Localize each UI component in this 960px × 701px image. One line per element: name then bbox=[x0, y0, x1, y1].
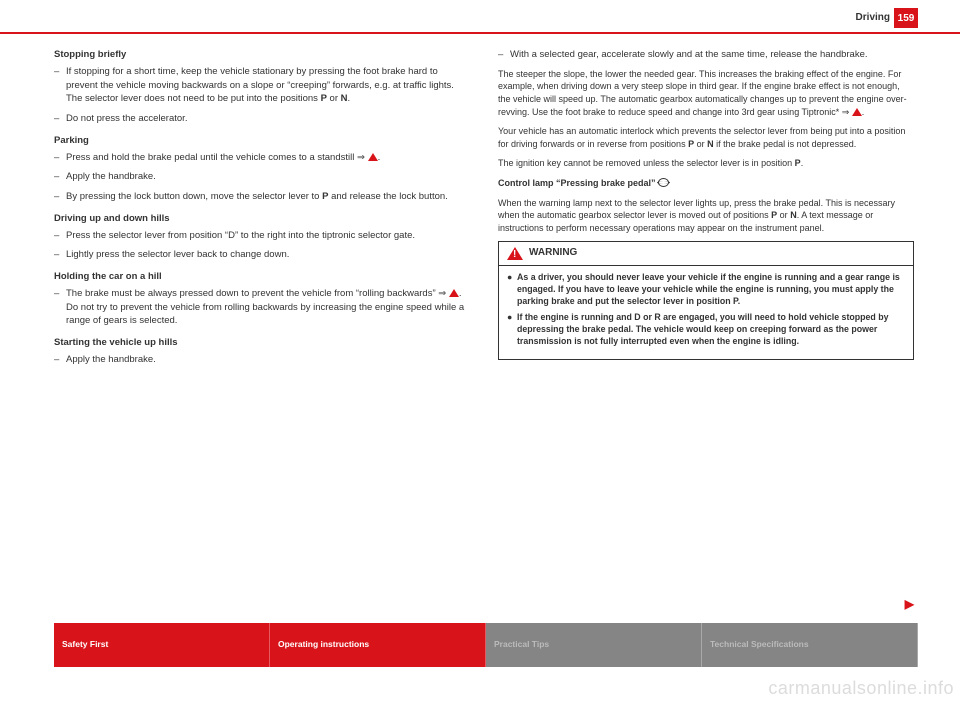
continue-arrow-icon: ▶ bbox=[905, 597, 914, 611]
dash-marker: – bbox=[54, 353, 66, 367]
paragraph: The steeper the slope, the lower the nee… bbox=[498, 68, 914, 118]
warning-title: WARNING bbox=[529, 246, 577, 261]
dash-marker: – bbox=[54, 112, 66, 126]
list-text: Apply the handbrake. bbox=[66, 353, 470, 367]
list-text: Do not press the accelerator. bbox=[66, 112, 470, 126]
paragraph: Your vehicle has an automatic interlock … bbox=[498, 125, 914, 150]
list-item: –Do not press the accelerator. bbox=[54, 112, 470, 126]
section-title: Driving bbox=[856, 12, 890, 23]
dash-marker: – bbox=[54, 229, 66, 243]
dash-marker: – bbox=[54, 170, 66, 184]
warning-triangle-icon bbox=[852, 108, 862, 116]
tab-safety[interactable]: Safety First bbox=[54, 623, 270, 667]
list-item: –If stopping for a short time, keep the … bbox=[54, 65, 470, 106]
right-column: –With a selected gear, accelerate slowly… bbox=[498, 48, 914, 616]
list-text: By pressing the lock button down, move t… bbox=[66, 190, 470, 204]
warning-triangle-icon bbox=[449, 289, 459, 297]
heading-holding: Holding the car on a hill bbox=[54, 270, 470, 284]
list-item: –With a selected gear, accelerate slowly… bbox=[498, 48, 914, 62]
list-item: –Press and hold the brake pedal until th… bbox=[54, 151, 470, 165]
dash-marker: – bbox=[54, 65, 66, 106]
list-text: Apply the handbrake. bbox=[66, 170, 470, 184]
list-item: –Apply the handbrake. bbox=[54, 170, 470, 184]
list-text: With a selected gear, accelerate slowly … bbox=[510, 48, 914, 62]
warning-header: WARNING bbox=[499, 242, 913, 266]
tab-practical[interactable]: Practical Tips bbox=[486, 623, 702, 667]
warning-bullet: ●If the engine is running and D or R are… bbox=[507, 312, 905, 348]
paragraph: When the warning lamp next to the select… bbox=[498, 197, 914, 235]
footer-tabs: Safety First Operating instructions Prac… bbox=[54, 623, 918, 667]
heading-starting: Starting the vehicle up hills bbox=[54, 336, 470, 350]
page-header: Driving 159 bbox=[0, 0, 960, 34]
warning-text: If the engine is running and D or R are … bbox=[517, 312, 905, 348]
list-text: Press and hold the brake pedal until the… bbox=[66, 151, 470, 165]
page-number: 159 bbox=[894, 8, 918, 28]
tab-technical[interactable]: Technical Specifications bbox=[702, 623, 918, 667]
warning-triangle-icon bbox=[507, 247, 523, 260]
heading-hills: Driving up and down hills bbox=[54, 212, 470, 226]
list-text: Press the selector lever from position “… bbox=[66, 229, 470, 243]
bullet-marker: ● bbox=[507, 312, 517, 348]
paragraph: The ignition key cannot be removed unles… bbox=[498, 157, 914, 170]
list-item: –Apply the handbrake. bbox=[54, 353, 470, 367]
bullet-marker: ● bbox=[507, 272, 517, 308]
dash-marker: – bbox=[498, 48, 510, 62]
list-text: If stopping for a short time, keep the v… bbox=[66, 65, 470, 106]
warning-box: WARNING ●As a driver, you should never l… bbox=[498, 241, 914, 360]
warning-triangle-icon bbox=[368, 153, 378, 161]
list-text: Lightly press the selector lever back to… bbox=[66, 248, 470, 262]
brake-pedal-icon bbox=[658, 178, 669, 187]
warning-body: ●As a driver, you should never leave you… bbox=[499, 266, 913, 359]
list-text: The brake must be always pressed down to… bbox=[66, 287, 470, 328]
list-item: –By pressing the lock button down, move … bbox=[54, 190, 470, 204]
heading-stopping: Stopping briefly bbox=[54, 48, 470, 62]
content-area: Stopping briefly –If stopping for a shor… bbox=[0, 34, 960, 616]
list-item: –Lightly press the selector lever back t… bbox=[54, 248, 470, 262]
dash-marker: – bbox=[54, 151, 66, 165]
dash-marker: – bbox=[54, 190, 66, 204]
heading-control-lamp: Control lamp “Pressing brake pedal” bbox=[498, 177, 914, 190]
list-item: –The brake must be always pressed down t… bbox=[54, 287, 470, 328]
list-item: –Press the selector lever from position … bbox=[54, 229, 470, 243]
dash-marker: – bbox=[54, 248, 66, 262]
warning-bullet: ●As a driver, you should never leave you… bbox=[507, 272, 905, 308]
tab-operating[interactable]: Operating instructions bbox=[270, 623, 486, 667]
left-column: Stopping briefly –If stopping for a shor… bbox=[54, 48, 470, 616]
watermark: carmanualsonline.info bbox=[768, 678, 954, 699]
heading-parking: Parking bbox=[54, 134, 470, 148]
dash-marker: – bbox=[54, 287, 66, 328]
warning-text: As a driver, you should never leave your… bbox=[517, 272, 905, 308]
